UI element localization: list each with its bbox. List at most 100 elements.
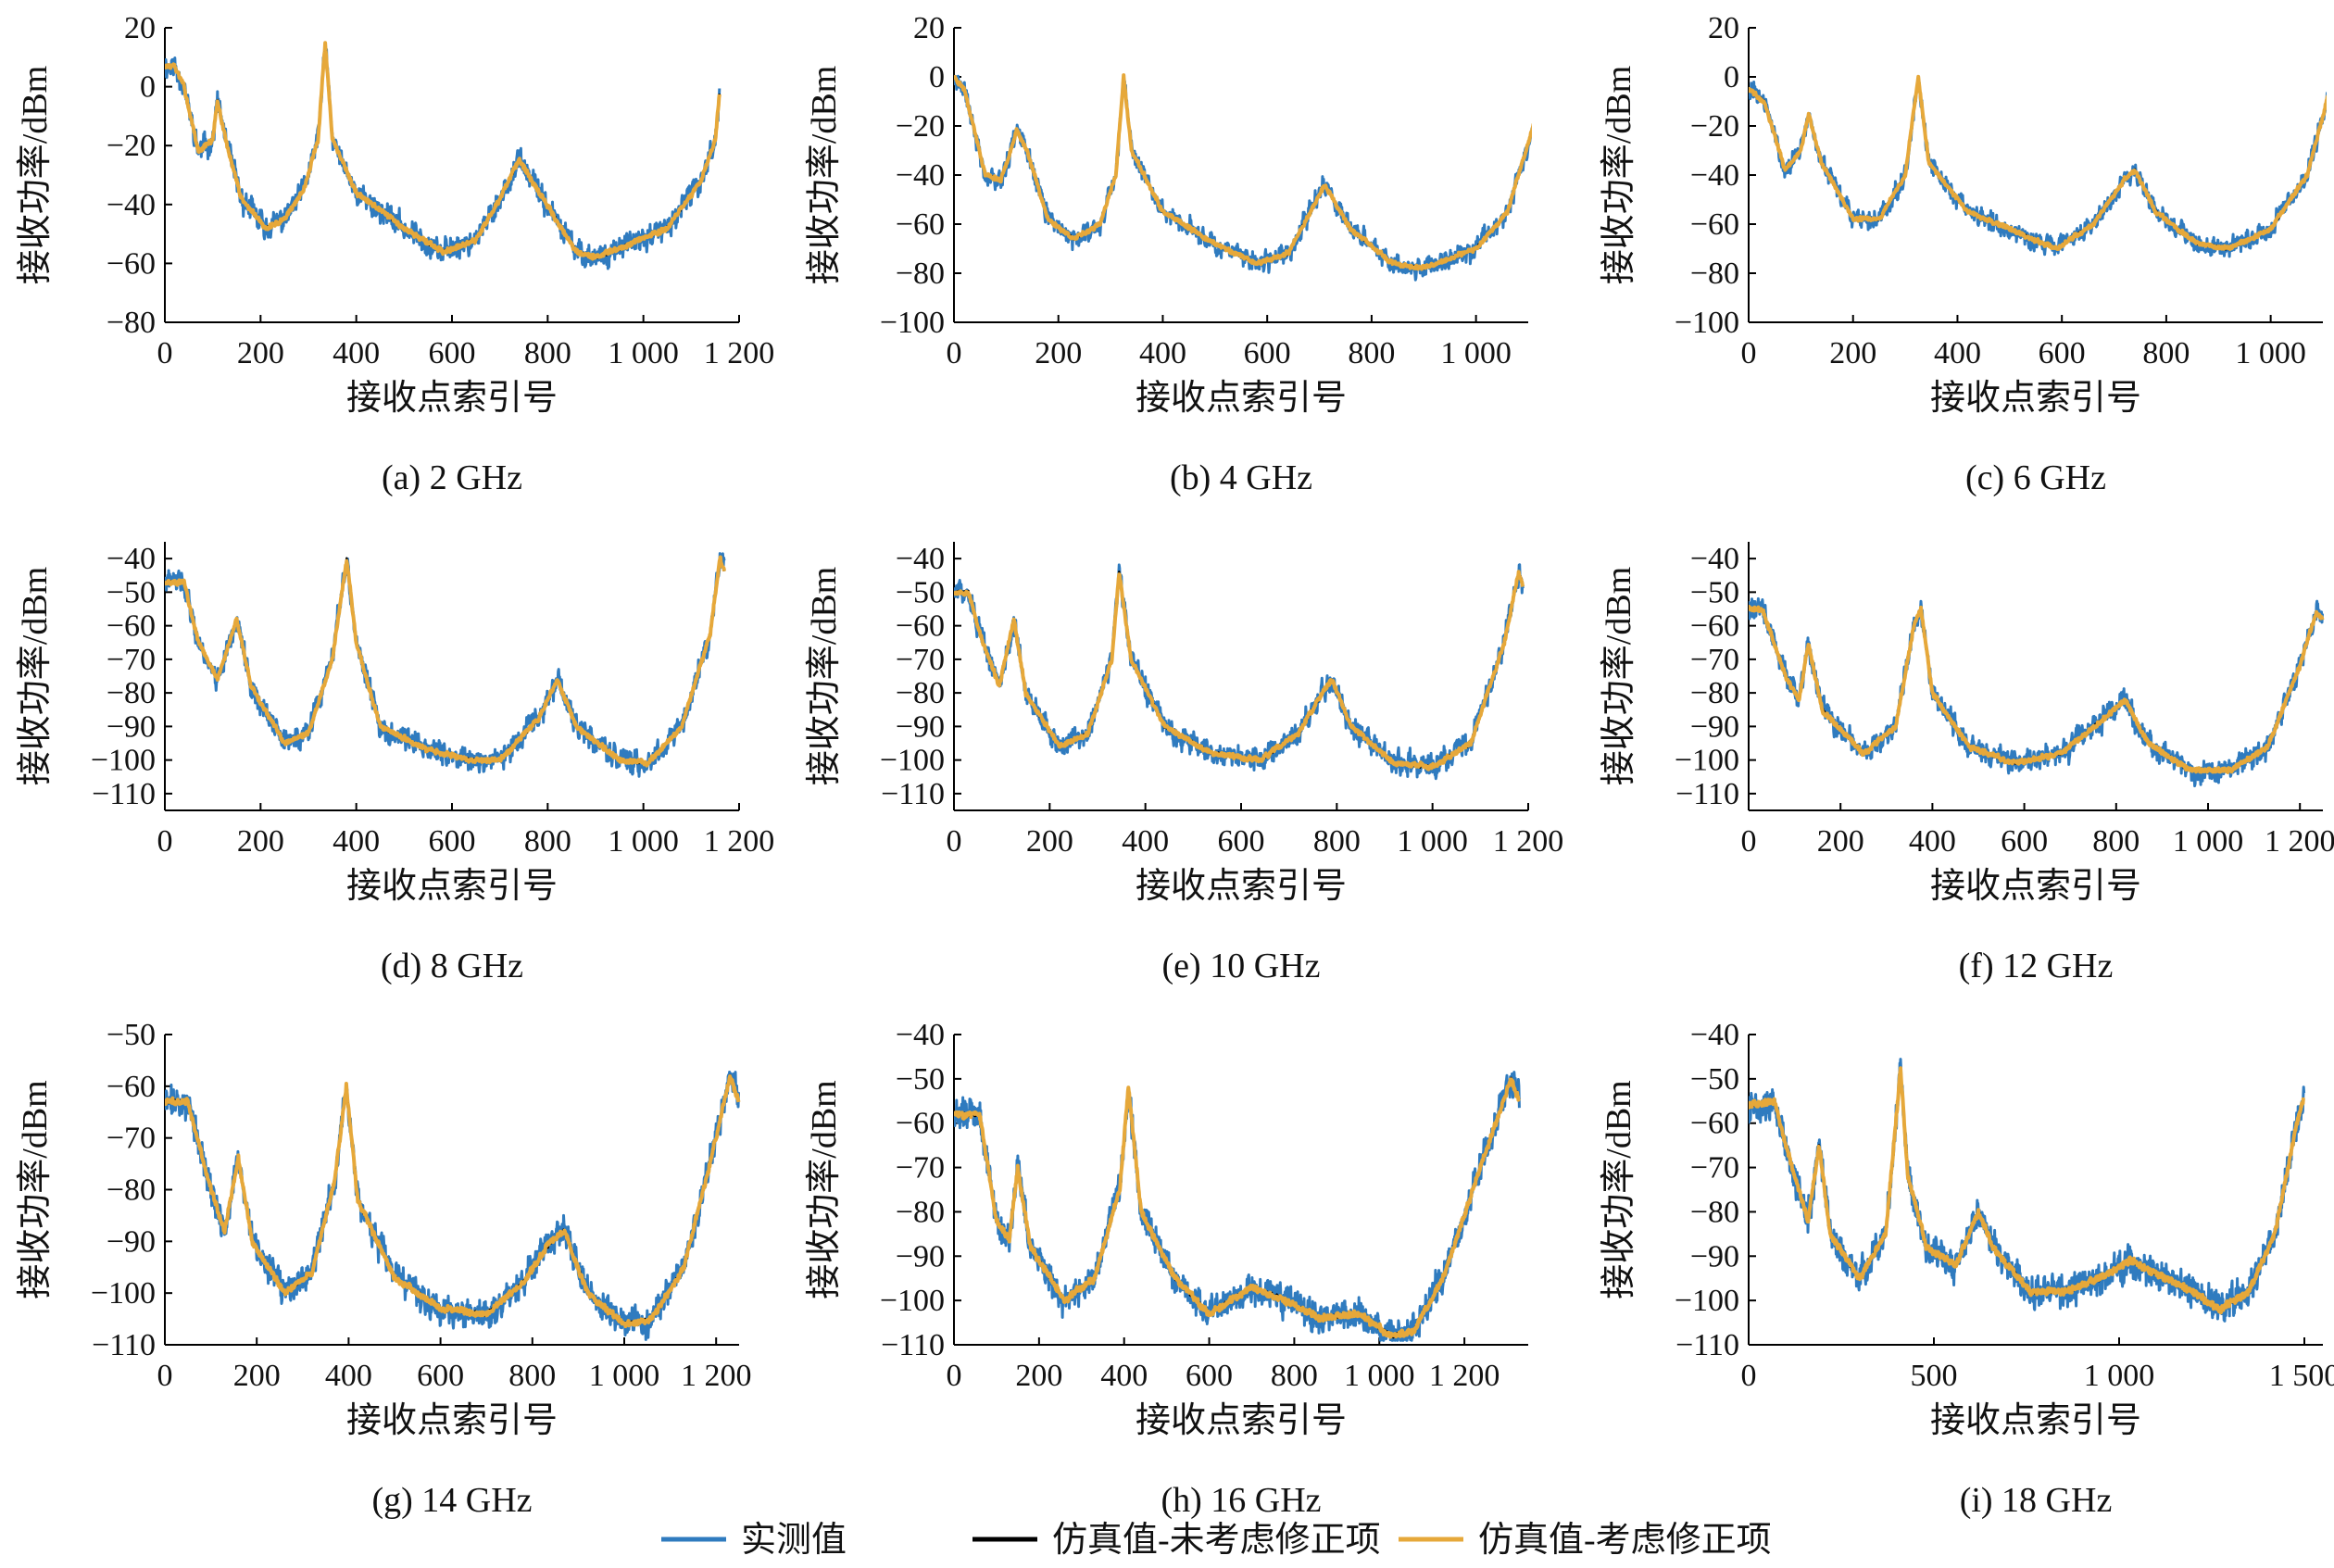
x-tick-label: 600 xyxy=(429,824,476,859)
series-line-3 xyxy=(1749,74,2327,251)
series-line-1 xyxy=(165,42,722,270)
x-tick-label: 0 xyxy=(157,1359,173,1393)
x-tick-label: 1 000 xyxy=(1397,824,1468,859)
panel-caption: (e) 10 GHz xyxy=(1162,947,1321,985)
x-tick-label: 0 xyxy=(157,336,173,370)
x-tick-label: 1 200 xyxy=(2265,824,2334,859)
y-axis-label: 接收功率/dBm xyxy=(805,66,844,284)
legend-label: 仿真值-未考虑修正项 xyxy=(1052,1521,1381,1560)
panel-caption: (b) 4 GHz xyxy=(1170,458,1312,497)
y-tick-label: 20 xyxy=(124,11,156,45)
y-axis-label: 接收功率/dBm xyxy=(16,567,55,785)
x-tick-label: 600 xyxy=(2039,336,2086,370)
y-tick-label: −60 xyxy=(896,609,945,644)
x-tick-label: 1 000 xyxy=(1440,336,1512,370)
y-tick-label: −70 xyxy=(1690,643,1739,677)
x-tick-label: 200 xyxy=(1026,824,1073,859)
x-tick-label: 200 xyxy=(237,336,284,370)
x-axis-label: 接收点索引号 xyxy=(346,379,558,418)
x-tick-label: 200 xyxy=(237,824,284,859)
series-line-2 xyxy=(1749,76,2327,251)
y-tick-label: −40 xyxy=(896,542,945,576)
y-tick-label: −60 xyxy=(1690,609,1739,644)
panel-caption: (c) 6 GHz xyxy=(1965,458,2106,497)
y-tick-label: −50 xyxy=(896,575,945,609)
y-tick-label: −100 xyxy=(1675,1284,1739,1318)
y-tick-label: −50 xyxy=(896,1062,945,1097)
x-tick-label: 800 xyxy=(524,824,571,859)
y-tick-label: 0 xyxy=(929,60,945,94)
series-line-2 xyxy=(1749,1068,2305,1312)
x-tick-label: 800 xyxy=(508,1359,556,1393)
y-tick-label: −90 xyxy=(107,709,156,744)
y-tick-label: −100 xyxy=(880,1284,945,1318)
series-line-1 xyxy=(954,74,1532,282)
y-tick-label: −40 xyxy=(896,1018,945,1052)
y-tick-label: −80 xyxy=(896,676,945,710)
x-tick-label: 600 xyxy=(417,1359,464,1393)
x-tick-label: 1 000 xyxy=(2235,336,2306,370)
y-tick-label: −70 xyxy=(107,1122,156,1156)
panel-caption: (f) 12 GHz xyxy=(1959,947,2114,985)
x-tick-label: 1 000 xyxy=(608,336,679,370)
series-line-1 xyxy=(165,552,726,778)
x-axis-label: 接收点索引号 xyxy=(1930,1401,2141,1440)
x-tick-label: 500 xyxy=(1911,1359,1958,1393)
y-tick-label: −70 xyxy=(896,1151,945,1185)
panel-7: −110 −100 −90 −80 −70 −60 −50 −40 0 200 400 600 800 1… xyxy=(805,1018,1528,1520)
x-axis-label: 接收点索引号 xyxy=(346,867,558,906)
panel-6: −110 −100 −90 −80 −70 −60 −50 0 200 400 600 800 1 00… xyxy=(16,1018,751,1520)
x-tick-label: 1 000 xyxy=(608,824,679,859)
x-tick-label: 1 000 xyxy=(2173,824,2244,859)
x-tick-label: 1 200 xyxy=(1493,824,1564,859)
y-tick-label: −50 xyxy=(107,1018,156,1052)
x-tick-label: 800 xyxy=(1271,1359,1318,1393)
panel-3: −110−100−90−80−70−60−50−40 0 200 400 600 800 1… xyxy=(16,542,774,985)
y-tick-label: 0 xyxy=(1724,60,1739,94)
x-tick-label: 1 200 xyxy=(1429,1359,1500,1393)
series-line-3 xyxy=(165,41,722,261)
x-tick-label: 600 xyxy=(429,336,476,370)
y-tick-label: −80 xyxy=(107,306,156,340)
y-tick-label: −70 xyxy=(107,643,156,677)
y-axis-label: 接收功率/dBm xyxy=(1600,1080,1638,1298)
x-tick-label: 600 xyxy=(1244,336,1291,370)
x-tick-label: 800 xyxy=(1313,824,1361,859)
y-tick-label: −90 xyxy=(1690,709,1739,744)
x-axis-label: 接收点索引号 xyxy=(1136,379,1347,418)
x-tick-label: 800 xyxy=(2092,824,2140,859)
x-tick-label: 1 200 xyxy=(704,824,775,859)
x-tick-label: 1 000 xyxy=(589,1359,660,1393)
panel-8: −110 −100 −90 −80 −70 −60 −50 −40 0 500 1 000 1 500… xyxy=(1600,1018,2334,1520)
panel-caption: (a) 2 GHz xyxy=(382,458,522,497)
y-tick-label: −110 xyxy=(92,1328,156,1362)
y-tick-label: 20 xyxy=(913,11,945,45)
y-tick-label: −90 xyxy=(107,1224,156,1259)
y-tick-label: −80 xyxy=(1690,1195,1739,1229)
series-line-3 xyxy=(1749,1066,2306,1315)
y-tick-label: −90 xyxy=(896,1239,945,1273)
x-tick-label: 800 xyxy=(524,336,571,370)
x-tick-label: 1 000 xyxy=(2084,1359,2155,1393)
y-axis-label: 接收功率/dBm xyxy=(1600,66,1638,284)
y-tick-label: −80 xyxy=(896,257,945,291)
y-tick-label: −50 xyxy=(1690,575,1739,609)
y-tick-label: −100 xyxy=(91,744,156,778)
y-tick-label: −90 xyxy=(896,709,945,744)
y-tick-label: −20 xyxy=(107,129,156,163)
y-tick-label: 0 xyxy=(140,70,156,105)
y-tick-label: −60 xyxy=(896,207,945,242)
y-tick-label: −110 xyxy=(881,1328,945,1362)
legend-label: 仿真值-考虑修正项 xyxy=(1478,1521,1772,1560)
series-line-1 xyxy=(954,563,1525,781)
x-tick-label: 200 xyxy=(233,1359,281,1393)
series-line-1 xyxy=(1749,596,2324,788)
y-tick-label: 20 xyxy=(1708,11,1739,45)
series-line-1 xyxy=(165,1071,740,1341)
y-tick-label: −40 xyxy=(107,542,156,576)
x-tick-label: 400 xyxy=(1139,336,1186,370)
y-tick-label: −100 xyxy=(880,744,945,778)
y-tick-label: −20 xyxy=(896,109,945,144)
y-axis-label: 接收功率/dBm xyxy=(805,567,844,785)
